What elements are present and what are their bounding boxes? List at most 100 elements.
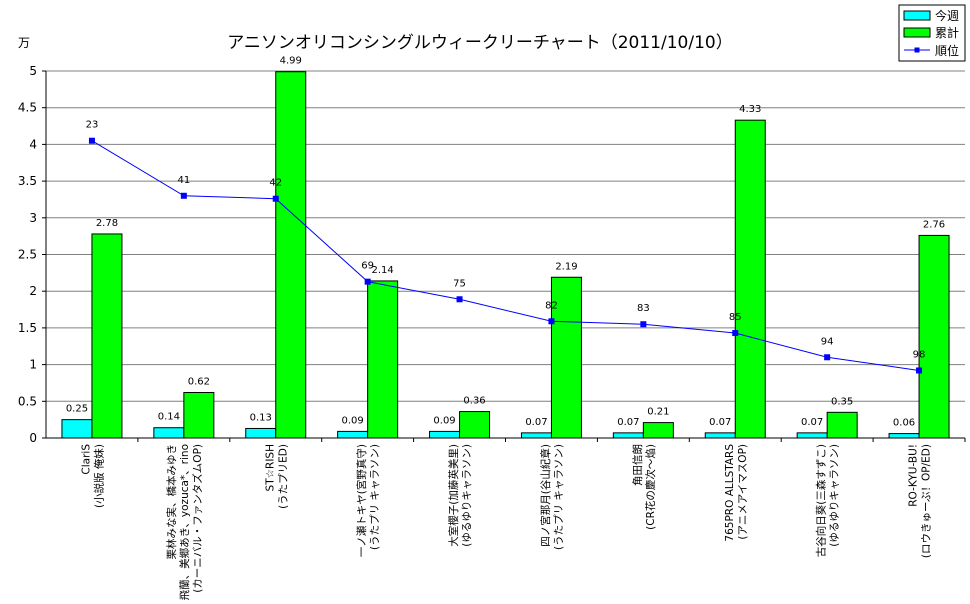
y-tick-label: 2	[29, 284, 37, 298]
category-label: 大室櫻子(加藤英美里) (ゆるゆりキャラソン)	[447, 444, 473, 547]
rank-marker	[824, 354, 831, 361]
bar-cumulative	[367, 280, 399, 439]
legend-label-rank: 順位	[935, 43, 959, 58]
bar-cumulative	[918, 234, 950, 439]
category-label: 古谷向日葵(三森すずこ) (ゆるゆりキャラソン)	[815, 444, 841, 557]
bar-cumulative	[550, 276, 582, 439]
rank-line-path	[91, 140, 920, 371]
bar-this-week	[888, 433, 920, 439]
bars	[61, 71, 966, 442]
bar-this-week	[337, 430, 369, 439]
data-label-cumulative: 2.76	[923, 219, 945, 230]
y-tick-label: 0.5	[18, 394, 37, 408]
data-label-this-week: 0.13	[250, 412, 272, 423]
category-label-line: (カーニバル・ファンタズムOP)	[191, 444, 204, 593]
data-label-this-week: 0.06	[893, 418, 915, 429]
category-label-line: (小説版 俺妹)	[92, 444, 105, 508]
data-label-cumulative: 0.21	[647, 407, 669, 418]
category-label: 765PRO ALLSTARS (アニメアイマスOP)	[724, 444, 749, 542]
category-label-line: (ゆるゆりキャラソン)	[829, 444, 841, 547]
data-label-this-week: 0.07	[617, 417, 639, 428]
y-axis-unit-label: 万	[18, 36, 30, 50]
category-label-line: (ゆるゆりキャラソン)	[461, 444, 473, 547]
category-labels: ClariS (小説版 俺妹) 栗林みな実、橋本みゆき 飛蘭、美郷あき、yozuca*…	[80, 444, 932, 601]
category-label-line: (うたプリED)	[277, 444, 289, 509]
category-label-line: 角田信朗	[632, 444, 644, 486]
legend-label-cumulative: 累計	[935, 25, 959, 40]
bar-this-week	[61, 419, 93, 439]
rank-line	[88, 137, 923, 374]
legend-marker-rank	[914, 47, 920, 53]
data-label-rank: 69	[361, 261, 374, 272]
category-label-line: (CR花の慶次～焔)	[644, 444, 657, 530]
rank-marker	[548, 318, 555, 325]
bar-cumulative	[91, 233, 123, 439]
y-tick-label: 3.5	[18, 174, 37, 188]
data-label-cumulative: 4.99	[280, 56, 302, 67]
category-label-line: (ロウきゅーぶ！OP/ED)	[921, 444, 933, 558]
data-label-cumulative: 0.35	[831, 396, 853, 407]
data-label-rank: 75	[453, 278, 466, 289]
category-label-line: RO-KYU-BU!	[908, 444, 920, 507]
data-label-this-week: 0.07	[709, 417, 731, 428]
chart-title: アニソンオリコンシングルウィークリーチャート（2011/10/10）	[227, 33, 732, 53]
legend: 今週 累計 順位	[898, 4, 966, 62]
axes	[45, 71, 965, 439]
category-label: 角田信朗 (CR花の慶次～焔)	[632, 444, 657, 530]
category-label: RO-KYU-BU! (ロウきゅーぶ！OP/ED)	[908, 444, 933, 558]
category-label: ST☆RISH (うたプリED)	[264, 444, 289, 509]
category-label-line: 一ノ瀬トキヤ(宮野真守)	[355, 444, 368, 557]
data-label-rank: 94	[821, 336, 834, 347]
category-label-line: 765PRO ALLSTARS	[724, 444, 736, 542]
bar-this-week	[245, 427, 277, 439]
bar-this-week	[153, 427, 185, 439]
bar-this-week	[612, 432, 644, 439]
category-label-line: ClariS	[80, 444, 92, 475]
gridlines	[46, 70, 965, 402]
data-label-rank: 82	[545, 300, 558, 311]
bar-cumulative	[642, 422, 674, 439]
data-label-this-week: 0.25	[66, 404, 88, 415]
rank-marker	[272, 195, 279, 202]
y-tick-label: 0	[29, 431, 37, 445]
rank-marker	[180, 192, 187, 199]
category-label: 栗林みな実、橋本みゆき 飛蘭、美郷あき、yozuca*、rino (カーニバル・ファ…	[165, 444, 204, 600]
data-labels: 0.25 2.78 0.14 0.62 0.13 4.99 0.09 2.14 0.09 0.36…	[66, 56, 945, 429]
data-label-rank: 85	[729, 312, 742, 323]
data-label-this-week: 0.14	[158, 412, 180, 423]
y-axis-ticks: 0 0.5 1 1.5 2 2.5 3 3.5 4 4.5 5	[18, 64, 46, 445]
data-label-cumulative: 2.78	[96, 218, 118, 229]
data-label-rank: 98	[913, 349, 926, 360]
rank-marker	[88, 137, 95, 144]
bar-cumulative	[275, 71, 307, 439]
bar-this-week	[796, 432, 828, 439]
data-label-cumulative: 0.36	[463, 396, 485, 407]
data-label-rank: 42	[269, 178, 282, 189]
category-label-line: (アニメアイマスOP)	[737, 444, 749, 540]
data-label-cumulative: 2.19	[555, 261, 577, 272]
y-tick-label: 4.5	[18, 101, 37, 115]
rank-marker	[456, 296, 463, 303]
category-label-line: 飛蘭、美郷あき、yozuca*、rino	[178, 444, 191, 600]
bar-cumulative	[459, 411, 491, 439]
category-label: 一ノ瀬トキヤ(宮野真守) (うたプリ キャラソン)	[355, 444, 381, 557]
category-label-line: (うたプリ キャラソン)	[553, 444, 565, 550]
category-label-line: 栗林みな実、橋本みゆき	[165, 444, 178, 560]
bar-this-week	[704, 432, 736, 439]
bar-cumulative	[826, 411, 858, 439]
data-label-rank: 83	[637, 303, 650, 314]
y-tick-label: 4	[29, 137, 37, 151]
category-label-line: (うたプリ キャラソン)	[369, 444, 381, 550]
y-tick-label: 5	[29, 64, 37, 78]
y-tick-label: 1.5	[18, 321, 37, 335]
category-label-line: 四ノ宮那月(谷山紀章)	[539, 444, 552, 547]
rank-marker	[916, 367, 923, 374]
legend-swatch-this-week	[903, 10, 931, 21]
data-label-rank: 41	[177, 175, 190, 186]
data-label-this-week: 0.09	[342, 415, 364, 426]
bar-cumulative	[734, 119, 766, 439]
data-label-this-week: 0.09	[433, 415, 455, 426]
y-tick-label: 2.5	[18, 248, 37, 262]
category-label-line: 大室櫻子(加藤英美里)	[447, 444, 460, 547]
